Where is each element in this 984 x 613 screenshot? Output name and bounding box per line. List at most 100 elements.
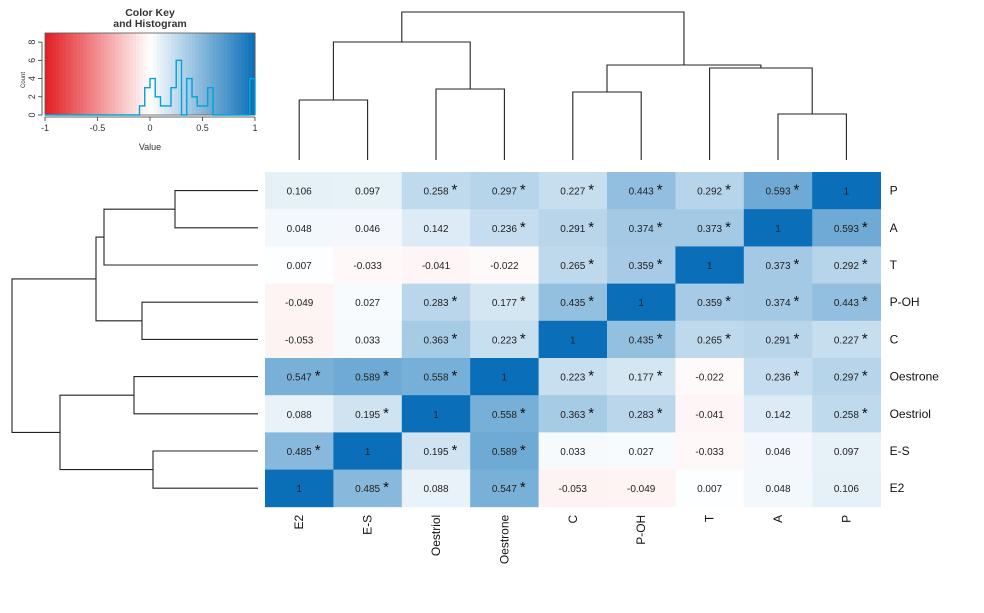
heatmap-cell [675,246,745,284]
heatmap-cell [607,172,676,210]
heatmap-cell [401,320,471,359]
heatmap-cell [743,320,813,359]
significance-star: * [862,330,868,347]
color-key-swatch [94,33,98,115]
dendrogram-branch [133,376,258,415]
cell-value-label: 0.088 [287,410,312,421]
cell-value-label: 0.485 [287,447,312,458]
cell-value-label: 0.236 [765,373,790,384]
cell-value-label: 0.297 [834,373,859,384]
color-key-swatch [213,33,217,115]
heatmap-cell [675,395,745,433]
heatmap-cell [401,358,471,396]
column-label: Oestrone [497,514,511,564]
cell-value-label: 0.106 [287,187,312,198]
heatmap-cell [812,283,881,322]
column-label: A [771,515,785,523]
color-key-swatch [178,33,182,115]
heatmap-cell [265,358,334,396]
color-key-swatch [160,33,165,115]
row-label: T [890,258,898,272]
color-key-swatch [129,33,133,115]
heatmap-cell [607,432,676,470]
cell-value-label: 0.097 [834,447,859,458]
cell-value-label: 0.291 [765,335,790,346]
cell-value-label: -0.033 [695,447,724,458]
cell-value-label: 0.088 [423,484,448,495]
significance-star: * [725,219,731,236]
color-key-gradient [44,32,256,116]
color-key-swatch [73,33,77,115]
heatmap-cell [265,469,334,508]
column-label: E-S [361,515,375,535]
heatmap-cell [607,283,676,322]
color-key-swatch [62,33,67,115]
heatmap-cell [265,246,334,284]
significance-star: * [383,479,389,496]
significance-star: * [315,368,321,385]
color-key-swatch [59,33,63,115]
heatmap-cell [401,395,471,433]
color-key-swatch [115,33,119,115]
dendrogram-branch [298,99,369,160]
color-key-x-tick-label: -1 [41,123,49,133]
color-key-y-tick-label: 6 [27,58,37,63]
significance-star: * [383,405,389,422]
significance-star: * [452,442,458,459]
color-key-x-tick-label: 0 [147,123,152,133]
cell-value-label: 0.373 [697,224,722,235]
significance-star: * [862,405,868,422]
heatmap-cell [812,246,881,284]
cell-value-label: -0.053 [559,484,588,495]
significance-star: * [452,330,458,347]
cell-value-label: 0.292 [697,187,722,198]
dendrogram-branch [332,41,471,100]
heatmap-cell [607,246,676,284]
color-key-swatch [69,33,74,115]
row-label: E2 [890,481,905,495]
cell-value-label: 0.593 [765,187,790,198]
row-label: Oestriol [890,407,931,421]
color-key-swatch [244,33,249,115]
color-key-swatch [216,33,221,115]
cell-value-label: 0.265 [697,335,722,346]
color-key-swatch [199,33,203,115]
cell-value-label: 0.007 [697,484,722,495]
column-label: E2 [292,514,306,529]
heatmap-cell [812,172,881,210]
cell-value-label: 1 [844,187,850,198]
cell-value-label: 0.589 [492,447,517,458]
column-labels: E2 E-S Oestriol Oestrone C P-OH T A P [292,514,853,564]
cell-value-label: 1 [638,298,644,309]
color-key-swatch [227,33,231,115]
significance-star: * [452,182,458,199]
heatmap-cell [743,246,813,284]
cell-value-label: 0.443 [834,298,859,309]
heatmap-cell [538,358,608,396]
column-dendrogram [298,11,847,160]
significance-star: * [862,219,868,236]
dendrogram-branch [174,190,258,229]
cell-value-label: -0.049 [285,298,314,309]
significance-star: * [520,330,526,347]
cell-value-label: 1 [296,484,302,495]
cell-value-label: -0.033 [353,261,382,272]
cell-value-label: 0.435 [560,298,585,309]
color-key-swatch [118,33,123,115]
heatmap-cell [812,320,881,359]
heatmap-cell [743,469,813,508]
cell-value-label: 0.558 [423,373,448,384]
heatmap-cell [743,283,813,322]
cell-value-label: 0.435 [629,335,654,346]
column-label: P-OH [634,515,648,545]
heatmap-cell [675,469,745,508]
color-key-swatch [164,33,168,115]
dendrogram-branch [59,394,153,471]
cell-value-label: 0.223 [560,373,585,384]
significance-star: * [383,368,389,385]
significance-star: * [725,330,731,347]
color-key-swatch [143,33,147,115]
cell-value-label: 0.177 [492,298,517,309]
column-label: T [703,514,717,522]
